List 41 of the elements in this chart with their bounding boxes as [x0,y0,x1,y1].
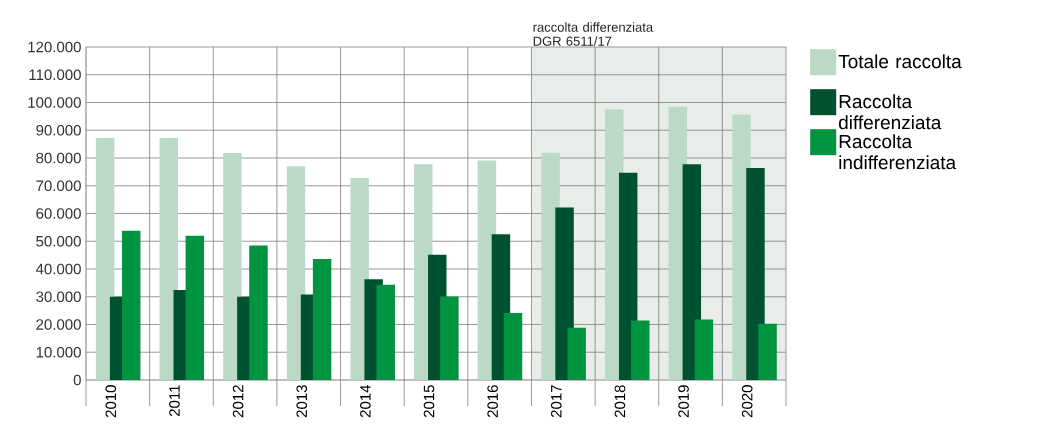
x-tick-label: 2015 [423,385,435,418]
legend-label: Raccolta indifferenziata [839,134,957,170]
bar [185,235,205,380]
bar [503,313,523,380]
x-tick-label: 2018 [614,385,626,418]
y-tick-label: 0 [73,374,81,386]
y-tick-label: 20.000 [36,319,81,330]
x-tick-label: 2014 [360,384,371,418]
bar [694,319,714,380]
bar [312,259,332,380]
x-tick-label: 2013 [296,385,308,418]
bar [758,323,777,380]
y-tick-label: 80.000 [36,152,81,164]
y-tick-label: 70.000 [36,180,81,192]
y-tick-label: 10.000 [36,346,81,358]
x-tick-label: 2011 [169,385,180,417]
x-tick-label: 2012 [232,385,244,418]
bar [631,320,650,380]
y-tick-label: 50.000 [36,235,81,247]
y-tick-label: 60.000 [36,208,81,219]
bar [376,284,395,380]
legend-label: Raccolta differenziata [838,94,942,130]
bar [440,296,459,380]
x-tick-label: 2016 [487,385,498,418]
y-tick-label: 120.000 [28,41,81,53]
x-tick-label: 2017 [550,385,562,418]
band-label: raccolta differenziata DGR 6511/17 [533,22,654,46]
bar [249,245,268,380]
legend-label: Totale raccolta [838,54,962,69]
x-tick-label: 2020 [741,385,753,418]
bar [95,138,115,380]
x-tick-label: 2010 [105,385,117,418]
y-tick-label: 90.000 [36,124,81,136]
bar [121,230,141,380]
y-tick-label: 40.000 [35,263,81,275]
y-tick-label: 110.000 [29,69,81,81]
bar [223,152,242,380]
bar [567,327,586,380]
y-tick-label: 30.000 [36,291,81,303]
x-tick-label: 2019 [678,385,689,418]
y-tick-label: 100.000 [28,97,81,108]
